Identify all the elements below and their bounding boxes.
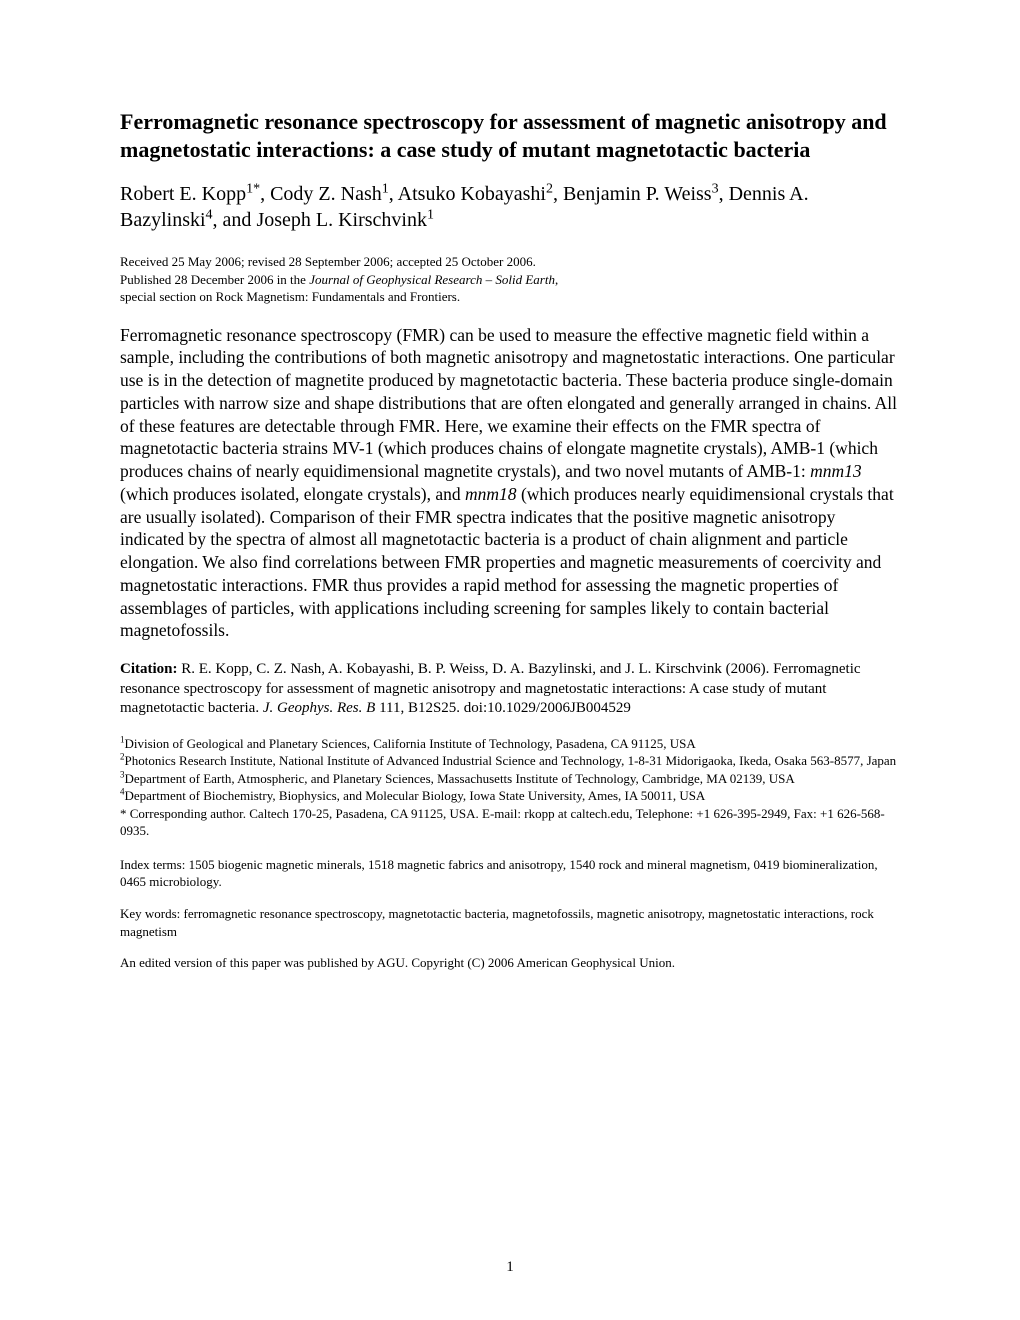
affiliation-3: 3Department of Earth, Atmospheric, and P… (120, 770, 900, 788)
abstract-part1: Ferromagnetic resonance spectroscopy (FM… (120, 325, 897, 482)
pubinfo-published: Published 28 December 2006 in the Journa… (120, 271, 900, 289)
page-number: 1 (0, 1259, 1020, 1276)
affiliations: 1Division of Geological and Planetary Sc… (120, 735, 900, 840)
affiliation-1: 1Division of Geological and Planetary Sc… (120, 735, 900, 753)
pubinfo-section: special section on Rock Magnetism: Funda… (120, 288, 900, 306)
keywords: Key words: ferromagnetic resonance spect… (120, 905, 900, 940)
abstract: Ferromagnetic resonance spectroscopy (FM… (120, 324, 900, 643)
abstract-part3: (which produces nearly equidimensional c… (120, 484, 894, 641)
citation-suffix: 111, B12S25. doi:10.1029/2006JB004529 (375, 700, 631, 716)
author-2: Cody Z. Nash1 (270, 183, 389, 205)
citation-label: Citation: (120, 661, 178, 677)
index-terms: Index terms: 1505 biogenic magnetic mine… (120, 856, 900, 891)
pubinfo-received: Received 25 May 2006; revised 28 Septemb… (120, 253, 900, 271)
authors-line: Robert E. Kopp1*, Cody Z. Nash1, Atsuko … (120, 181, 900, 233)
abstract-part2: (which produces isolated, elongate cryst… (120, 484, 465, 504)
author-3: Atsuko Kobayashi2 (398, 183, 553, 205)
citation: Citation: R. E. Kopp, C. Z. Nash, A. Kob… (120, 660, 900, 719)
affiliation-2: 2Photonics Research Institute, National … (120, 752, 900, 770)
citation-journal: J. Geophys. Res. B (263, 700, 375, 716)
author-1: Robert E. Kopp1* (120, 183, 260, 205)
author-4: Benjamin P. Weiss3 (563, 183, 719, 205)
copyright-notice: An edited version of this paper was publ… (120, 954, 900, 972)
publication-info: Received 25 May 2006; revised 28 Septemb… (120, 253, 900, 306)
affiliation-4: 4Department of Biochemistry, Biophysics,… (120, 787, 900, 805)
abstract-mutant2: mnm18 (465, 484, 517, 504)
abstract-mutant1: mnm13 (810, 461, 862, 481)
corresponding-author: * Corresponding author. Caltech 170-25, … (120, 805, 900, 840)
paper-title: Ferromagnetic resonance spectroscopy for… (120, 108, 900, 163)
author-6: Joseph L. Kirschvink1 (256, 209, 434, 231)
